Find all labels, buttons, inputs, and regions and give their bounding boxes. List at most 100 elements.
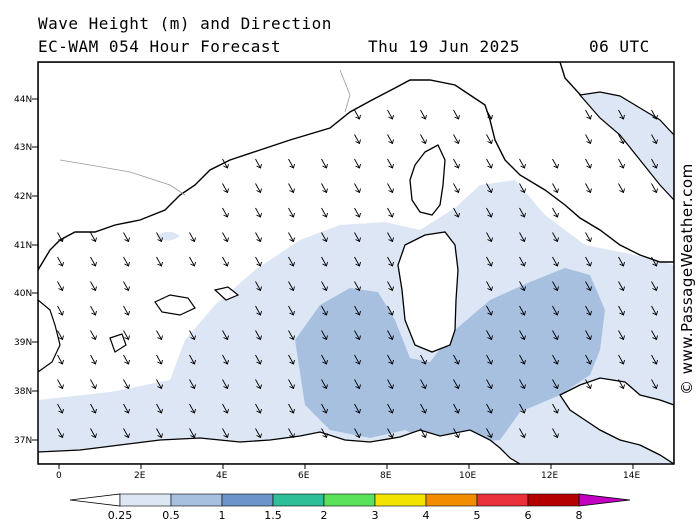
wave-arrow-head xyxy=(124,237,130,243)
wave-arrow-head xyxy=(487,384,493,390)
wave-arrow xyxy=(123,330,129,340)
wave-arrow-head xyxy=(58,359,64,365)
wave-arrow xyxy=(585,158,591,169)
wave-arrow xyxy=(552,403,558,414)
wave-arrow-head xyxy=(553,286,559,292)
wave-arrow-head xyxy=(58,335,64,341)
wave-arrow-head xyxy=(289,188,295,194)
wave-arrow xyxy=(123,428,129,438)
wave-arrow xyxy=(453,134,459,144)
wave-arrow-head xyxy=(520,433,526,439)
wave-arrow-head xyxy=(652,384,658,390)
wave-arrow-head xyxy=(223,163,229,169)
wave-arrow-head xyxy=(355,237,361,243)
wave-arrow xyxy=(618,158,624,169)
wave-arrow-head xyxy=(421,359,427,365)
lat-label: 39N xyxy=(14,338,32,348)
land-spain-east xyxy=(38,299,61,373)
wave-arrow-head xyxy=(256,237,262,243)
wave-arrow-head xyxy=(355,310,361,316)
wave-arrow-head xyxy=(520,384,526,390)
wave-arrow xyxy=(387,256,393,267)
wave-arrow-head xyxy=(619,286,625,292)
wave-arrow xyxy=(288,183,294,193)
wave-arrow-head xyxy=(355,286,361,292)
wave-arrow xyxy=(57,305,63,316)
wave-arrow-head xyxy=(124,433,130,439)
wave-arrow-head xyxy=(520,212,526,218)
wave-zone-light-spot xyxy=(158,231,180,241)
wave-arrow xyxy=(222,379,228,389)
lon-label: 6E xyxy=(298,471,310,481)
wave-arrow-head xyxy=(124,384,130,390)
wave-arrow xyxy=(255,158,261,169)
wave-arrow xyxy=(519,183,525,193)
wave-arrow xyxy=(453,183,459,193)
wave-arrow-head xyxy=(256,286,262,292)
wave-arrow-head xyxy=(652,310,658,316)
wave-arrow-head xyxy=(487,359,493,365)
wave-arrow-head xyxy=(289,384,295,390)
wave-arrow xyxy=(222,207,228,218)
wave-arrow xyxy=(222,330,228,340)
wave-arrow xyxy=(486,256,492,267)
wave-arrow xyxy=(321,379,327,389)
wave-arrow xyxy=(519,305,525,316)
wave-arrow-head xyxy=(586,335,592,341)
wave-arrow xyxy=(255,305,261,316)
wave-arrow xyxy=(189,379,195,389)
scale-label: 1.5 xyxy=(264,509,282,522)
wave-arrow-head xyxy=(289,335,295,341)
border-line xyxy=(59,159,186,196)
map-frame xyxy=(37,61,675,465)
wave-arrow xyxy=(288,158,294,169)
wave-arrow xyxy=(651,109,657,120)
wave-arrow-head xyxy=(157,237,163,243)
scale-label: 1 xyxy=(219,509,226,522)
wave-arrow xyxy=(618,256,624,267)
wave-arrow-head xyxy=(322,163,328,169)
wave-arrow xyxy=(123,232,129,242)
island-sardinia xyxy=(397,231,459,353)
wave-arrow-head xyxy=(91,310,97,316)
wave-arrow xyxy=(387,207,393,218)
wave-arrow xyxy=(585,134,591,144)
wave-arrow xyxy=(123,403,129,414)
lat-label: 38N xyxy=(14,387,32,397)
wave-arrow xyxy=(618,109,624,120)
wave-arrow-head xyxy=(58,237,64,243)
wave-arrow xyxy=(552,354,558,365)
wave-arrow-head xyxy=(355,163,361,169)
wave-arrow-head xyxy=(256,188,262,194)
wave-arrow-head xyxy=(91,261,97,267)
wave-arrow xyxy=(57,379,63,389)
forecast-date: Thu 19 Jun 2025 xyxy=(368,37,520,56)
wave-arrow xyxy=(222,158,228,169)
lon-label: 0 xyxy=(56,471,62,481)
wave-arrow xyxy=(486,403,492,414)
wave-arrow-head xyxy=(289,359,295,365)
wave-arrow xyxy=(354,158,360,169)
wave-arrow-head xyxy=(520,335,526,341)
wave-arrow-head xyxy=(223,408,229,414)
wave-arrow-head xyxy=(223,433,229,439)
wave-arrow-head xyxy=(553,237,559,243)
wave-arrow-head xyxy=(454,114,460,120)
wave-arrow-head xyxy=(58,261,64,267)
wave-arrow-head xyxy=(322,433,328,439)
wave-arrow-head xyxy=(652,335,658,341)
wave-arrow xyxy=(387,109,393,120)
wave-arrow-head xyxy=(91,335,97,341)
wave-arrow xyxy=(453,354,459,365)
wave-arrow xyxy=(486,134,492,144)
wave-arrow xyxy=(321,330,327,340)
wave-arrow-head xyxy=(454,433,460,439)
wave-arrow-head xyxy=(553,163,559,169)
scale-label: 6 xyxy=(525,509,532,522)
wave-arrow xyxy=(288,403,294,414)
wave-arrow-head xyxy=(421,139,427,145)
wave-arrow-head xyxy=(586,384,592,390)
wave-arrow xyxy=(189,256,195,267)
wave-arrow-head xyxy=(322,286,328,292)
wave-arrow xyxy=(57,403,63,414)
